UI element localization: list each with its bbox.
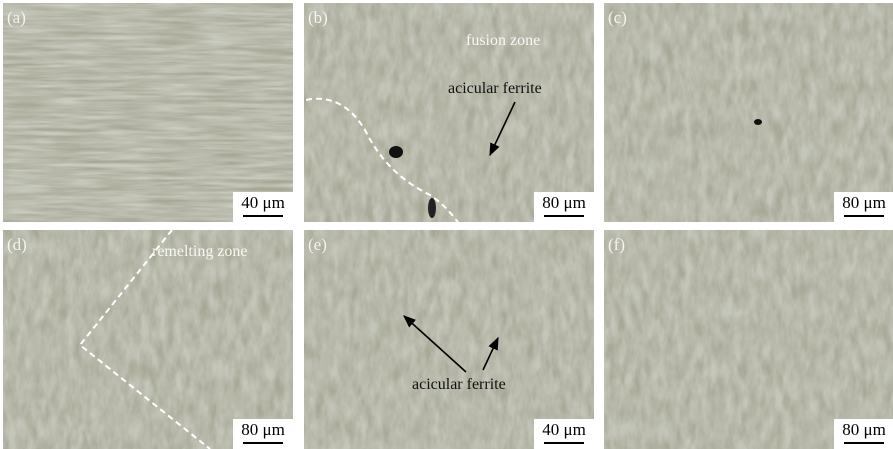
micrograph-panel: (b) 80 μm xyxy=(304,3,594,222)
micrograph-texture xyxy=(3,230,293,449)
zone-label: fusion zone xyxy=(466,32,540,49)
pore xyxy=(754,119,762,125)
scale-text: 80 μm xyxy=(241,420,285,439)
scale-text: 80 μm xyxy=(842,193,886,212)
scale-text: 80 μm xyxy=(842,420,886,439)
panel-label: (f) xyxy=(608,235,625,254)
micrograph-texture xyxy=(304,3,594,222)
zone-label: remelting zone xyxy=(152,243,248,260)
panel-label: (b) xyxy=(308,8,328,27)
pore xyxy=(428,198,436,218)
micrograph-texture xyxy=(604,3,893,222)
panel-label: (e) xyxy=(308,235,327,254)
micrograph-panel: (e) 40 μm xyxy=(304,230,594,449)
phase-label: acicular ferrite xyxy=(412,376,506,393)
micrograph-texture xyxy=(304,230,594,449)
micrograph-texture xyxy=(3,3,293,222)
micrograph-panel: (d) 80 μm xyxy=(3,230,293,449)
micrograph-panel: (c) 80 μm xyxy=(604,3,893,222)
panel-label: (c) xyxy=(608,8,627,27)
panel-label: (a) xyxy=(7,8,26,27)
figure: (a) 40 μm (b) 80 μm (c) 80 μm (d) 80 μm (e) 40 μm… xyxy=(0,0,893,449)
scale-text: 40 μm xyxy=(542,420,586,439)
panel-label: (d) xyxy=(7,235,27,254)
micrograph-panel: (f) 80 μm xyxy=(604,230,893,449)
micrograph-texture xyxy=(604,230,893,449)
scale-text: 40 μm xyxy=(241,193,285,212)
pore xyxy=(389,146,403,158)
micrograph-panel: (a) 40 μm xyxy=(3,3,293,222)
scale-text: 80 μm xyxy=(542,193,586,212)
phase-label: acicular ferrite xyxy=(448,80,542,97)
